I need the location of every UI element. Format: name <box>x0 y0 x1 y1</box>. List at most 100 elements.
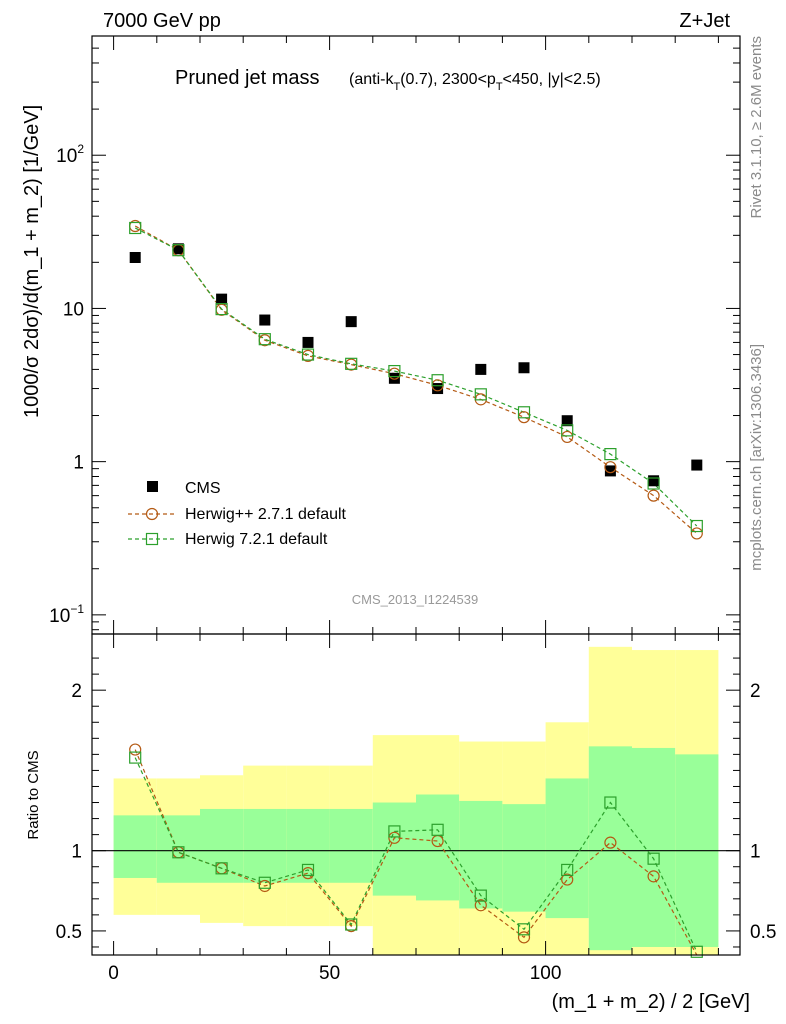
herwig7-point <box>690 519 703 533</box>
uncertainty-band-green <box>200 808 244 883</box>
legend: CMS Herwig++ 2.7.1 default Herwig 7.2.1 … <box>128 480 347 548</box>
ratio-herwig7-point <box>129 751 142 764</box>
rivet-version-label: Rivet 3.1.10, ≥ 2.6M events <box>748 36 765 219</box>
legend-herwig7-label: Herwig 7.2.1 default <box>185 531 328 548</box>
ratio-herwigpp-point <box>474 899 487 912</box>
uncertainty-band-green <box>459 800 503 909</box>
uncertainty-band-green <box>286 808 330 883</box>
uncertainty-band-green <box>502 804 546 912</box>
x-tick-label: 50 <box>319 963 340 984</box>
cms-data-point <box>302 336 314 348</box>
ratio-herwig7-point <box>388 825 401 838</box>
herwig7-point <box>431 374 444 387</box>
herwig7-point <box>129 221 142 235</box>
herwigpp-point <box>690 527 703 540</box>
herwig7-point <box>604 448 617 461</box>
ratio-line-herwigpp <box>134 749 698 956</box>
uncertainty-band-green <box>372 802 416 896</box>
main-y-tick-label: 1 <box>73 453 84 474</box>
uncertainty-band-green <box>329 808 373 883</box>
herwigpp-point <box>604 461 617 474</box>
ratio-herwig7-point <box>345 918 358 931</box>
subtitle-part-3: (0.7), 2300<p <box>400 71 496 88</box>
cms-data-point <box>518 362 530 374</box>
cms-data-point <box>345 316 357 328</box>
cms-data-point <box>432 383 444 395</box>
legend-cms-marker <box>147 481 158 492</box>
cms-data-point <box>648 475 660 487</box>
ratio-herwig7-point <box>474 889 487 902</box>
herwig7-point <box>172 244 185 257</box>
analysis-label: CMS_2013_I1224539 <box>352 592 479 607</box>
main-title: Pruned jet mass <box>175 67 320 89</box>
herwig7-point <box>647 477 660 490</box>
ratio-herwig7-point <box>215 862 228 875</box>
header-left-label: 7000 GeV pp <box>103 10 221 32</box>
ratio-y-tick-label-left: 2 <box>71 681 82 702</box>
herwig7-point <box>561 424 574 437</box>
uncertainty-band-green <box>545 778 589 919</box>
legend-herwigpp-marker <box>145 507 159 521</box>
subtitle-part-2: T <box>393 81 400 93</box>
main-y-tick-label: 102 <box>56 142 84 167</box>
herwig7-point <box>301 348 315 361</box>
cms-data-point <box>475 363 487 375</box>
subtitle-part-5: <450, |y|<2.5) <box>503 71 601 88</box>
main-y-axis-label: 1000/σ 2dσ)/d(m_1 + m_2) [1/GeV] <box>21 105 43 418</box>
herwig7-point <box>258 333 271 346</box>
legend-herwigpp-label: Herwig++ 2.7.1 default <box>185 506 347 523</box>
main-y-tick-label: 10−1 <box>49 602 84 627</box>
herwig7-point <box>517 406 531 419</box>
ratio-herwigpp-point <box>388 831 401 844</box>
header-right-label: Z+Jet <box>679 10 730 32</box>
cms-data-point <box>259 314 271 326</box>
ratio-herwig7-point <box>172 846 185 859</box>
subtitle-part-1: (anti-k <box>349 71 394 88</box>
subtitle-part-4: T <box>496 81 503 93</box>
uncertainty-band-green <box>113 815 157 878</box>
ratio-herwigpp-point <box>604 836 617 849</box>
ratio-herwig7-point <box>647 852 660 865</box>
x-axis-label: (m_1 + m_2) / 2 [GeV] <box>552 991 750 1013</box>
ratio-herwig7-point <box>301 863 315 877</box>
ratio-herwig7-point <box>561 863 574 877</box>
ratio-herwig7-point <box>690 945 703 958</box>
uncertainty-band-green <box>632 747 676 947</box>
cms-data-point <box>561 415 573 427</box>
cms-data-point <box>604 465 616 477</box>
x-tick-label: 100 <box>530 963 562 984</box>
uncertainty-band-green <box>156 815 200 883</box>
ratio-y-axis-label: Ratio to CMS <box>25 750 42 839</box>
ratio-herwig7-point <box>517 923 531 936</box>
main-subtitle: (anti-kT(0.7), 2300<pT<450, |y|<2.5) <box>349 71 601 93</box>
cms-data-point <box>691 459 703 471</box>
x-tick-label: 0 <box>108 963 119 984</box>
main-y-tick-label: 10 <box>63 299 84 320</box>
ratio-herwigpp-point <box>647 870 660 883</box>
uncertainty-band-green <box>416 794 460 901</box>
herwig7-point <box>474 388 487 401</box>
cms-data-point <box>172 243 184 255</box>
herwigpp-point <box>647 489 660 502</box>
ratio-herwigpp-point <box>129 743 142 756</box>
cms-data-point <box>388 372 400 384</box>
ratio-herwig7-point <box>604 796 617 809</box>
series-line-herwigpp <box>134 225 698 534</box>
uncertainty-band-green <box>243 808 287 883</box>
ratio-herwigpp-point <box>517 931 531 944</box>
legend-cms-label: CMS <box>185 480 221 497</box>
herwig7-point <box>215 303 228 316</box>
ratio-y-tick-label-right: 1 <box>750 842 761 863</box>
ratio-y-tick-label-left: 1 <box>71 842 82 863</box>
legend-herwig7-marker <box>145 532 159 546</box>
cms-data-point <box>129 252 141 264</box>
mcplots-reference-label: mcplots.cern.ch [arXiv:1306.3436] <box>748 344 765 571</box>
series-line-herwig7 <box>134 227 698 527</box>
ratio-panel: 0.5 0.5 1 1 2 2 0 50 100 Ratio to CMS (m_1 + m_2… <box>25 633 776 1013</box>
ratio-herwigpp-point <box>561 873 574 886</box>
herwigpp-point <box>561 430 574 444</box>
herwig7-point <box>388 364 401 378</box>
cms-data-point <box>216 293 228 305</box>
